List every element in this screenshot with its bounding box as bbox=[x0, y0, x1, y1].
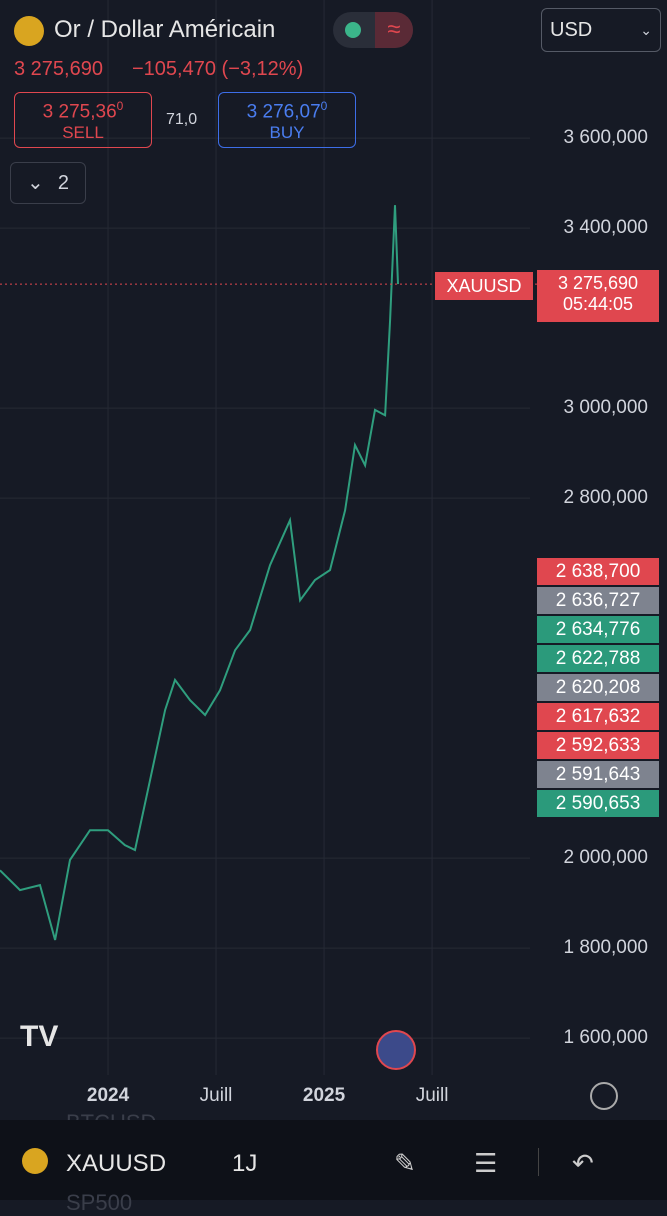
indicator-count: 2 bbox=[57, 172, 69, 194]
gold-icon bbox=[22, 1148, 48, 1174]
symbol[interactable]: XAUUSD bbox=[66, 1150, 167, 1177]
chevron: ⌄ bbox=[640, 22, 652, 38]
order-tag: 2 617,632 bbox=[537, 703, 659, 730]
currency-select[interactable]: USD ⌄ bbox=[541, 8, 661, 52]
sell-button[interactable]: 3 275,360 SELL bbox=[14, 92, 152, 148]
order-tag: 2 638,700 bbox=[537, 558, 659, 585]
tv-logo: TV bbox=[20, 1020, 59, 1053]
status-pill[interactable]: ≈ bbox=[333, 12, 413, 48]
order-tag: 2 634,776 bbox=[537, 616, 659, 643]
wave-icon: ≈ bbox=[375, 12, 413, 48]
buy-sup: 0 bbox=[320, 99, 328, 113]
x-tick-label: 2024 bbox=[87, 1085, 130, 1106]
sell-price: 3 275,36 bbox=[42, 101, 117, 123]
y-tick-label: 3 000,000 bbox=[563, 397, 648, 418]
gold-icon bbox=[14, 16, 44, 46]
last-price: 3 275,690 bbox=[557, 273, 639, 294]
undo-icon[interactable]: ↶ bbox=[572, 1148, 594, 1178]
order-tag: 2 591,643 bbox=[537, 761, 659, 788]
y-tick-label: 1 600,000 bbox=[563, 1027, 648, 1048]
toolbar: XAUUSD 1J ✎ ☰ ↶ SP500 bbox=[0, 1120, 667, 1215]
order-tag: 2 592,633 bbox=[537, 732, 659, 759]
x-tick-label: Juill bbox=[416, 1085, 449, 1106]
x-tick-label: 2025 bbox=[303, 1085, 346, 1106]
order-tag: 2 620,208 bbox=[537, 674, 659, 701]
currency: USD bbox=[550, 19, 593, 41]
change: −105,470 (−3,12%) bbox=[132, 58, 304, 80]
divider bbox=[538, 1148, 539, 1176]
ghost-symbol: SP500 bbox=[66, 1190, 133, 1215]
last-price-tag: 3 275,690 05:44:05 bbox=[537, 270, 659, 323]
spread: 71,0 bbox=[166, 111, 198, 128]
settings-sliders[interactable]: ☰ bbox=[474, 1148, 498, 1178]
interval[interactable]: 1J bbox=[232, 1150, 258, 1177]
draw-icon[interactable]: ✎ bbox=[394, 1148, 416, 1178]
symbol-tag: XAUUSD bbox=[435, 272, 533, 300]
status-dot bbox=[345, 22, 361, 38]
price: 3 275,690 bbox=[14, 58, 103, 80]
countdown: 05:44:05 bbox=[562, 294, 634, 315]
us-event-icon[interactable] bbox=[376, 1030, 416, 1070]
settings-icon[interactable] bbox=[590, 1082, 618, 1110]
title: Or / Dollar Américain bbox=[54, 16, 276, 43]
sell-sup: 0 bbox=[116, 99, 124, 113]
buy-price: 3 276,07 bbox=[246, 101, 321, 123]
y-tick-label: 2 000,000 bbox=[563, 847, 648, 868]
buy-label: BUY bbox=[269, 123, 305, 143]
y-tick-label: 3 400,000 bbox=[563, 217, 648, 238]
order-tag: 2 636,727 bbox=[537, 587, 659, 614]
buy-button[interactable]: 3 276,070 BUY bbox=[218, 92, 356, 148]
y-tick-label: 3 600,000 bbox=[563, 127, 648, 148]
price-line bbox=[0, 205, 399, 941]
y-tick-label: 2 800,000 bbox=[563, 487, 648, 508]
indicators-toggle[interactable]: ⌄ 2 bbox=[10, 162, 86, 204]
order-tag: 2 622,788 bbox=[537, 645, 659, 672]
y-tick-label: 1 800,000 bbox=[563, 937, 648, 958]
sell-label: SELL bbox=[62, 123, 104, 143]
order-tag: 2 590,653 bbox=[537, 790, 659, 817]
x-tick-label: Juill bbox=[200, 1085, 233, 1106]
